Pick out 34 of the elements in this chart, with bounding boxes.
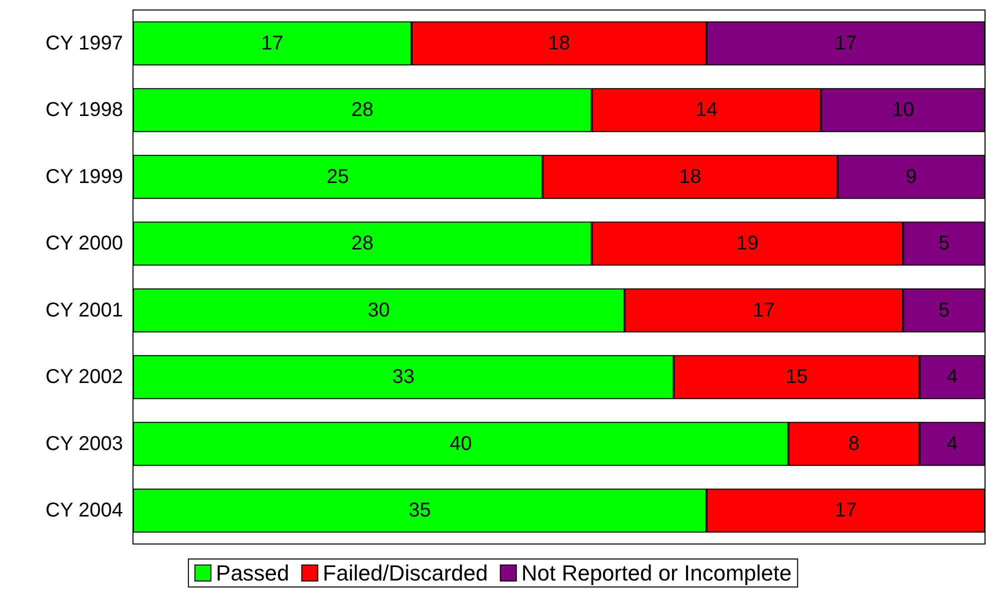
legend-label: Not Reported or Incomplete — [521, 560, 792, 586]
data-label: 14 — [695, 99, 718, 122]
y-tick-label: CY 1999 — [46, 166, 123, 188]
data-label: 9 — [906, 166, 917, 188]
data-label: 4 — [946, 366, 958, 388]
y-tick-label: CY 2000 — [46, 232, 123, 255]
y-tick-label: CY 2002 — [46, 366, 123, 388]
data-label: 28 — [351, 232, 374, 255]
data-label: 19 — [736, 232, 759, 255]
data-label: 10 — [892, 99, 914, 122]
y-tick-label: CY 2001 — [46, 299, 123, 322]
data-label: 28 — [351, 99, 374, 122]
data-label: 18 — [678, 166, 702, 188]
data-label: 33 — [392, 366, 414, 388]
y-tick-label: CY 2004 — [46, 500, 123, 522]
data-label: 17 — [834, 32, 857, 54]
legend-label: Failed/Discarded — [322, 560, 488, 586]
data-label: 17 — [261, 32, 284, 54]
y-tick-label: CY 1997 — [46, 32, 123, 54]
y-tick-label: CY 2003 — [46, 432, 123, 455]
data-label: 30 — [368, 299, 390, 322]
data-label: 5 — [938, 299, 950, 322]
data-label: 18 — [548, 32, 570, 54]
data-label: 5 — [938, 232, 950, 255]
data-label: 8 — [848, 432, 860, 455]
data-label: 17 — [752, 299, 775, 322]
data-label: 15 — [785, 366, 808, 388]
data-label: 25 — [326, 166, 349, 188]
y-tick-label: CY 1998 — [46, 99, 123, 122]
data-label: 4 — [946, 432, 958, 455]
legend-label: Passed — [216, 560, 290, 586]
data-label: 40 — [450, 432, 472, 455]
data-label: 17 — [834, 500, 857, 522]
data-label: 35 — [408, 500, 431, 522]
